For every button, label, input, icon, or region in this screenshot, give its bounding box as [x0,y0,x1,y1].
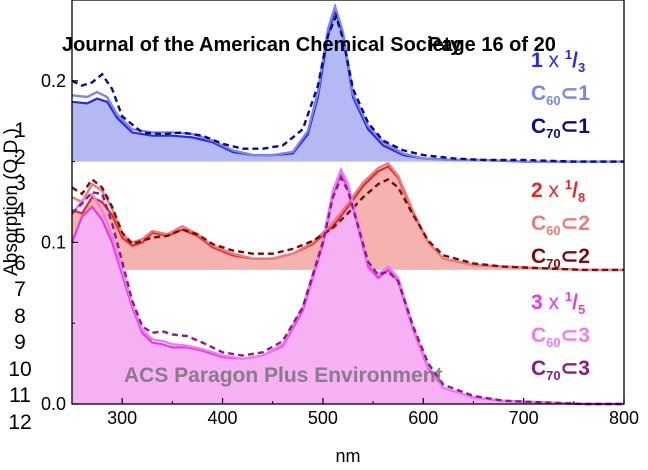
legend-entry-c70-2: C70⊂2 [531,245,590,272]
line-number: 10 [8,357,32,381]
plot-frame [71,0,625,405]
line-number: 11 [9,384,31,407]
x-tick-label: 700 [509,408,539,428]
x-axis-label: nm [335,446,361,466]
series-line [71,166,624,406]
line-number: 5 [14,225,26,248]
legend-entry-c70-3: C70⊂3 [531,357,590,384]
legend-entry-c60-1: C60⊂1 [531,82,590,109]
line-number: 1 [14,119,26,142]
legend-entry-1-scaled: 1 x 1/3 [531,47,586,76]
y-tick-label: 0.2 [41,71,66,91]
series-fill-area [72,9,624,162]
series-line-dashed [71,177,624,272]
line-number: 3 [14,172,26,195]
journal-header: Journal of the American Chemical Society [62,34,462,56]
line-number: 4 [14,198,26,222]
x-tick-label: 600 [408,408,438,428]
series-line [71,2,624,163]
line-number: 8 [14,304,26,328]
x-tick-label: 400 [208,408,238,428]
line-layer [70,2,624,406]
legend-entry-c60-2: C60⊂2 [531,212,590,239]
watermark: ACS Paragon Plus Environment [124,364,443,387]
y-tick-label: 0.1 [41,232,66,252]
series-fill-area [72,174,624,404]
fill-layer [72,9,624,404]
legend-group-2: 2 x 1/8 C60⊂2 C70⊂2 [531,172,590,278]
line-number: 7 [14,278,26,301]
x-tick-label: 300 [107,408,137,428]
legend-group-3: 3 x 1/5 C60⊂3 C70⊂3 [531,284,590,390]
legend-entry-c70-1: C70⊂1 [531,115,590,142]
legend-entry-3-scaled: 3 x 1/5 [531,289,586,318]
x-tick-label: 800 [609,408,639,428]
line-number: 12 [8,410,32,434]
line-numbers: 1 2 3 4 5 6 7 8 9 10 11 12 [0,118,40,436]
y-tick-label: 0.0 [41,394,66,414]
axis-ticks: 300 400 500 600 700 800 0.0 0.1 0.2 [41,71,639,428]
legend-entry-c60-3: C60⊂3 [531,324,590,351]
line-number: 2 [14,145,26,169]
line-number: 6 [14,251,26,275]
series-line-dashed [71,12,624,163]
page-label: Page 16 of 20 [428,34,556,56]
legend-group-1: 1 x 1/3 C60⊂1 C70⊂1 [531,42,590,148]
legend-entry-2-scaled: 2 x 1/8 [531,177,586,206]
line-number: 9 [14,331,26,354]
x-tick-label: 500 [308,408,338,428]
y-axis-label: Absorption (O.D.) [1,128,22,276]
